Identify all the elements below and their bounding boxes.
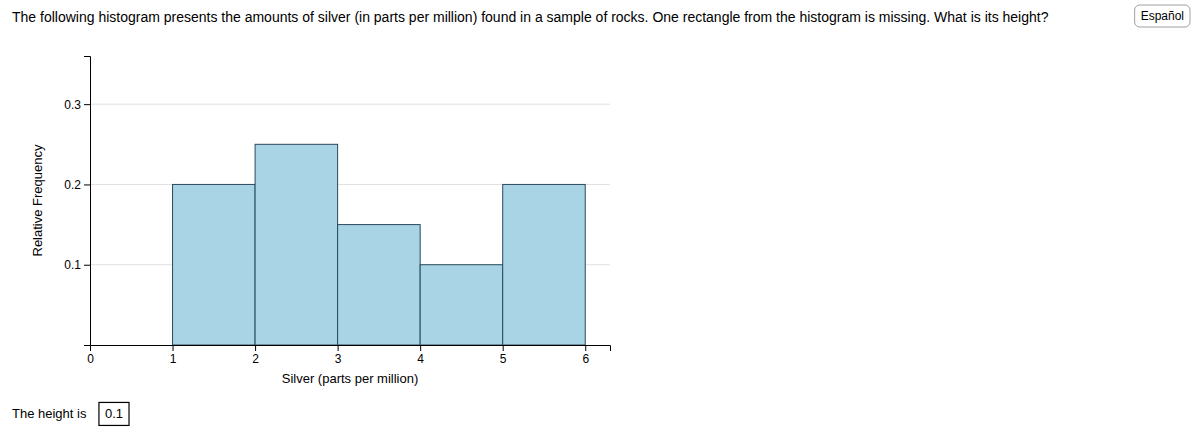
x-tick: 1 (170, 345, 177, 366)
answer-box (99, 402, 129, 425)
x-tick-mark (420, 345, 421, 351)
x-tick-label: 3 (335, 352, 342, 366)
x-tick-label: 0 (87, 352, 94, 366)
x-tick-label: 1 (170, 352, 177, 366)
x-tick-mark (585, 345, 586, 351)
grid-line (90, 104, 610, 105)
language-label: Español (1141, 9, 1184, 23)
bar (173, 184, 256, 345)
chart: Español The following histogram presents … (0, 0, 1200, 438)
x-tick-mark (503, 345, 504, 351)
y-tick-mark (84, 104, 90, 105)
y-tick-mark (84, 265, 90, 266)
answer-group: 0.1 (99, 402, 129, 425)
x-tick: 0 (87, 345, 94, 366)
y-axis-line (84, 57, 91, 346)
y-tick: 0.1 (64, 258, 90, 272)
y-tick-label: 0.3 (64, 98, 81, 112)
y-tick-label: 0.1 (64, 258, 81, 272)
x-axis-title: Silver (parts per million) (282, 371, 419, 386)
x-tick: 2 (252, 345, 259, 366)
y-axis-title: Relative Frequency (30, 144, 45, 256)
x-tick-label: 5 (500, 352, 507, 366)
x-tick-mark (173, 345, 174, 351)
x-axis: 0 1 2 3 4 5 6 (87, 345, 610, 366)
answer-text: The height is (12, 406, 87, 421)
title: The following histogram presents the amo… (12, 9, 1049, 25)
x-tick: 3 (335, 345, 342, 366)
x-tick-label: 6 (582, 352, 589, 366)
y-tick: 0.2 (64, 178, 90, 192)
bars (173, 144, 586, 345)
bar (90, 345, 173, 346)
x-tick-mark (255, 345, 256, 351)
x-tick-mark (338, 345, 339, 351)
x-axis-line (91, 346, 611, 352)
bar (420, 265, 503, 345)
y-tick: 0.3 (64, 98, 90, 112)
y-axis: 0.1 0.2 0.3 (64, 57, 90, 346)
language-label-box (1135, 5, 1190, 27)
bar (338, 225, 421, 345)
x-tick: 6 (582, 345, 589, 366)
x-tick: 4 (417, 345, 424, 366)
y-tick-mark (84, 184, 90, 185)
x-tick: 5 (500, 345, 507, 366)
y-tick-label: 0.2 (64, 178, 81, 192)
language-label-group: Español (1135, 5, 1190, 27)
x-tick-label: 4 (417, 352, 424, 366)
bar (503, 184, 586, 345)
title-line: The following histogram presents the amo… (12, 9, 1049, 25)
bar (255, 144, 338, 345)
x-tick-label: 2 (252, 352, 259, 366)
answer-value: 0.1 (105, 406, 123, 421)
